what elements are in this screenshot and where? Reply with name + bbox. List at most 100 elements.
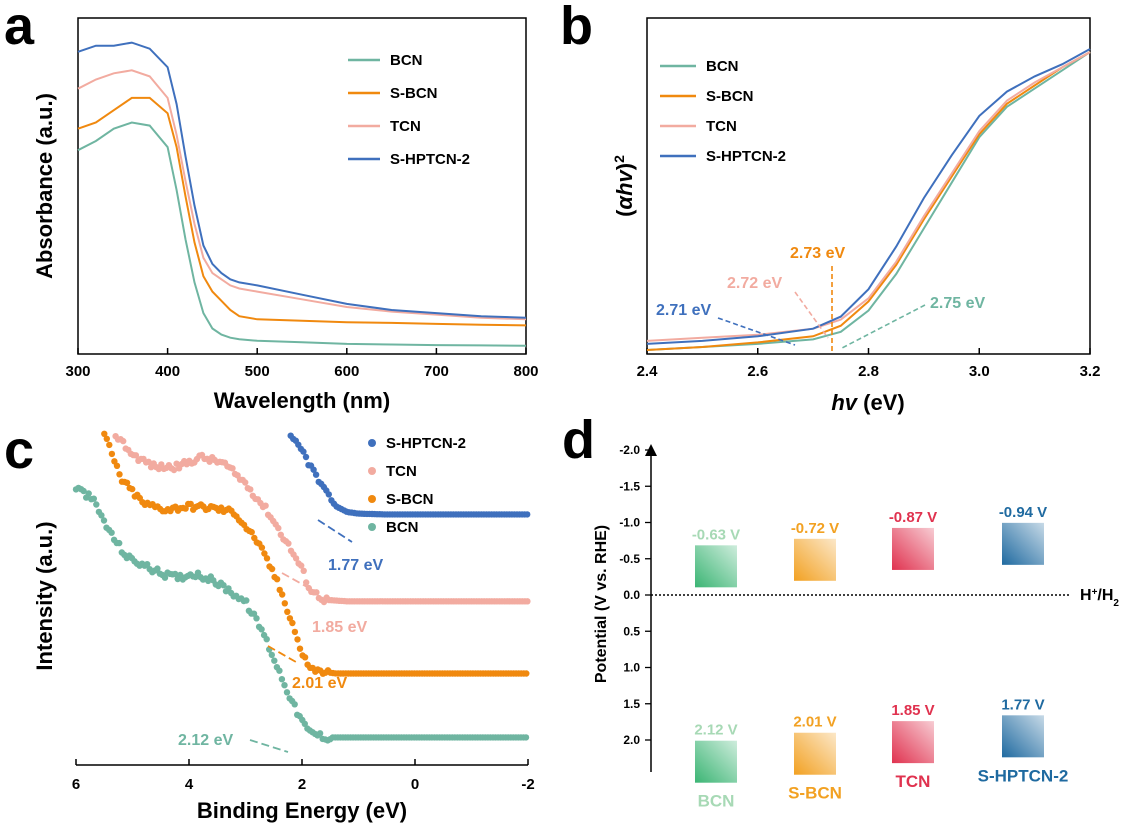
data-point-c	[248, 528, 255, 536]
data-point-c	[187, 500, 194, 508]
data-point-c	[253, 615, 260, 622]
data-point-c	[524, 511, 531, 518]
x-tick-label-c: 4	[185, 776, 194, 793]
data-point-c	[281, 682, 288, 689]
legend-label-c: TCN	[386, 463, 417, 480]
y-tick-label-d: -2.0	[619, 443, 640, 457]
series-line-a-tcn	[77, 69, 527, 321]
x-tick-label-a: 700	[424, 363, 449, 380]
tangent-line-c	[267, 645, 297, 663]
data-point-c	[263, 636, 270, 643]
data-point-c	[258, 626, 265, 633]
data-point-c	[116, 539, 123, 547]
y-tick-label-d: -1.5	[619, 479, 640, 493]
data-point-c	[277, 531, 284, 538]
cb-value-d: -0.72 V	[791, 520, 839, 537]
cb-box-d	[892, 527, 934, 570]
legend-label-b: S-BCN	[706, 88, 754, 105]
data-point-c	[144, 561, 151, 568]
data-point-c	[296, 645, 304, 652]
reference-label-d: H+/H2	[1080, 587, 1119, 609]
legend-swatch-c	[368, 439, 376, 447]
x-tick-label-b: 2.6	[747, 363, 768, 380]
tangent-line-b	[841, 304, 926, 349]
data-point-c	[286, 615, 294, 622]
legend-label-a: S-BCN	[390, 85, 438, 102]
y-tick-label-d: 1.5	[623, 697, 640, 711]
series-line-b-s-bcn	[646, 51, 1091, 351]
legend-label-b: TCN	[706, 118, 737, 135]
y-tick-label-d: -0.5	[619, 552, 640, 566]
y-axis-title-d: Potential (V vs. RHE)	[593, 525, 610, 683]
data-point-c	[161, 574, 169, 581]
reference-label-d-sub: 2	[1113, 598, 1119, 609]
data-point-c	[108, 529, 115, 536]
data-point-c	[247, 486, 254, 493]
data-point-c	[292, 555, 300, 562]
series-line-a-s-hptcn-2	[77, 41, 527, 319]
data-point-c	[284, 608, 291, 615]
x-axis-title-c: Binding Energy (eV)	[197, 798, 407, 823]
data-point-c	[275, 524, 282, 532]
band-edge-label-c: 2.12 eV	[178, 732, 233, 749]
bandgap-label-b: 2.71 eV	[656, 302, 711, 319]
data-point-c	[220, 582, 227, 589]
data-point-c	[108, 450, 116, 458]
reference-label-d-tail: /H	[1097, 587, 1113, 604]
data-point-c	[242, 479, 249, 486]
data-point-c	[268, 651, 275, 659]
panel-letter-c: c	[4, 420, 34, 480]
cb-box-d	[1002, 522, 1044, 565]
x-tick-label-b: 2.4	[637, 363, 659, 380]
data-point-c	[523, 670, 530, 677]
vb-value-d: 2.01 V	[793, 714, 836, 731]
vb-value-d: 1.85 V	[891, 702, 934, 719]
x-tick-label-c: 2	[298, 776, 306, 793]
y-axis-title-c: Intensity (a.u.)	[32, 521, 57, 670]
legend-label-b: S-HPTCN-2	[706, 148, 786, 165]
data-point-c	[106, 441, 113, 449]
band-edge-label-c: 2.01 eV	[292, 675, 347, 692]
x-axis-title-b-unit: (eV)	[857, 390, 905, 415]
legend-swatch-c	[368, 495, 376, 503]
reference-label-d-sup: +	[1092, 587, 1098, 598]
tangent-line-c	[281, 572, 319, 594]
cb-value-d: -0.63 V	[692, 526, 740, 543]
series-line-b-bcn	[646, 51, 1091, 351]
data-point-c	[301, 654, 309, 661]
reference-label-d-h: H	[1080, 587, 1092, 604]
x-axis-title-b: hv (eV)	[831, 390, 904, 415]
data-point-c	[80, 487, 87, 495]
x-tick-label-a: 600	[334, 363, 359, 380]
data-point-c	[123, 479, 131, 486]
data-point-c	[101, 430, 108, 437]
y-axis-title-b-sup: 2	[611, 155, 627, 163]
band-edge-label-c: 1.77 eV	[328, 557, 383, 574]
data-point-c	[325, 491, 332, 498]
vb-value-d: 1.77 V	[1001, 696, 1044, 713]
vb-box-d	[794, 732, 836, 775]
cb-box-d	[794, 538, 836, 581]
x-tick-label-a: 800	[513, 363, 538, 380]
data-point-c	[291, 701, 298, 708]
tangent-line-b	[794, 291, 829, 339]
y-axis-title-b-close: )	[612, 163, 637, 170]
data-point-c	[85, 490, 92, 497]
x-tick-label-b: 3.0	[969, 363, 990, 380]
y-axis-title-b: (αhv)2	[611, 155, 637, 217]
data-point-c	[261, 550, 268, 557]
data-point-c	[120, 437, 127, 445]
legend-label-a: TCN	[390, 118, 421, 135]
bandgap-label-b: 2.73 eV	[790, 245, 845, 262]
data-point-c	[263, 555, 271, 562]
panel-d: -2.0 -1.5 -1.0 -0.5 0.0 0.5 1.0 1.5 2.0 H+/H2 -0…	[593, 443, 1119, 811]
data-point-c	[113, 462, 121, 469]
y-axis-title-b-open: (	[612, 209, 637, 217]
data-point-c	[103, 435, 111, 442]
data-point-c	[289, 619, 296, 627]
y-tick-label-d: 2.0	[623, 733, 640, 747]
legend-label-c: S-BCN	[386, 491, 434, 508]
data-point-c	[283, 689, 291, 696]
bandgap-label-b: 2.72 eV	[727, 275, 782, 292]
